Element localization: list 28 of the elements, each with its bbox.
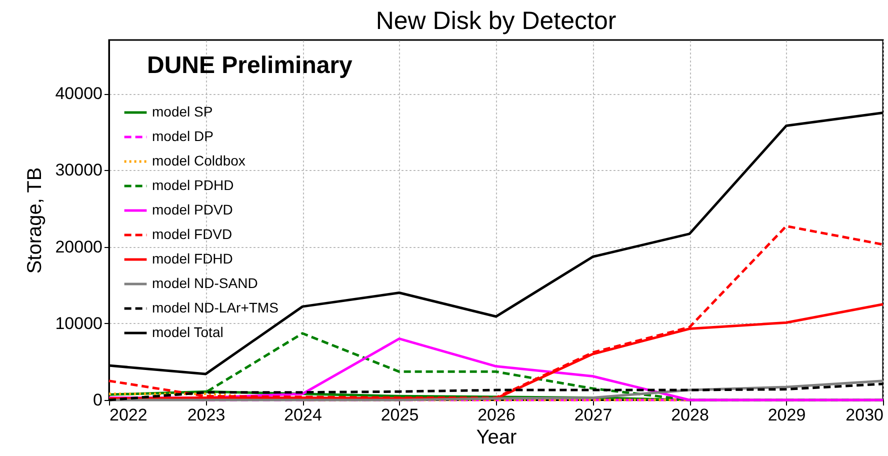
x-tick-label: 2028	[671, 406, 709, 424]
x-tick-label: 2023	[187, 406, 226, 424]
y-tick-label: 40000	[55, 84, 102, 104]
y-tick-label: 30000	[55, 160, 102, 180]
legend-label: model SP	[152, 104, 213, 120]
x-axis-title: Year	[476, 426, 518, 448]
y-tick-label: 0	[93, 390, 102, 410]
x-tick-label: 2025	[380, 406, 419, 424]
legend-label: model Coldbox	[152, 152, 246, 168]
legend-label: model Total	[152, 324, 224, 340]
legend-label: model PDVD	[152, 202, 233, 218]
x-tick-label: 2030	[846, 406, 884, 424]
x-tick-label: 2022	[110, 406, 148, 424]
y-axis-title: Storage, TB	[24, 167, 46, 274]
y-tick-label: 10000	[55, 314, 102, 333]
y-tick-label: 20000	[55, 237, 102, 256]
legend-label: model PDHD	[152, 177, 234, 193]
x-tick-label: 2027	[574, 406, 612, 424]
x-tick-label: 2026	[478, 406, 516, 424]
legend-label: model DP	[152, 128, 214, 144]
annotation: DUNE Preliminary	[147, 52, 354, 79]
x-tick-label: 2024	[284, 406, 322, 424]
x-tick-label: 2029	[768, 406, 806, 424]
legend-label: model ND-LAr+TMS	[152, 300, 278, 316]
legend-label: model ND-SAND	[152, 275, 258, 291]
legend-label: model FDHD	[152, 250, 233, 266]
legend-label: model FDVD	[152, 226, 232, 242]
chart-title: New Disk by Detector	[376, 7, 616, 35]
